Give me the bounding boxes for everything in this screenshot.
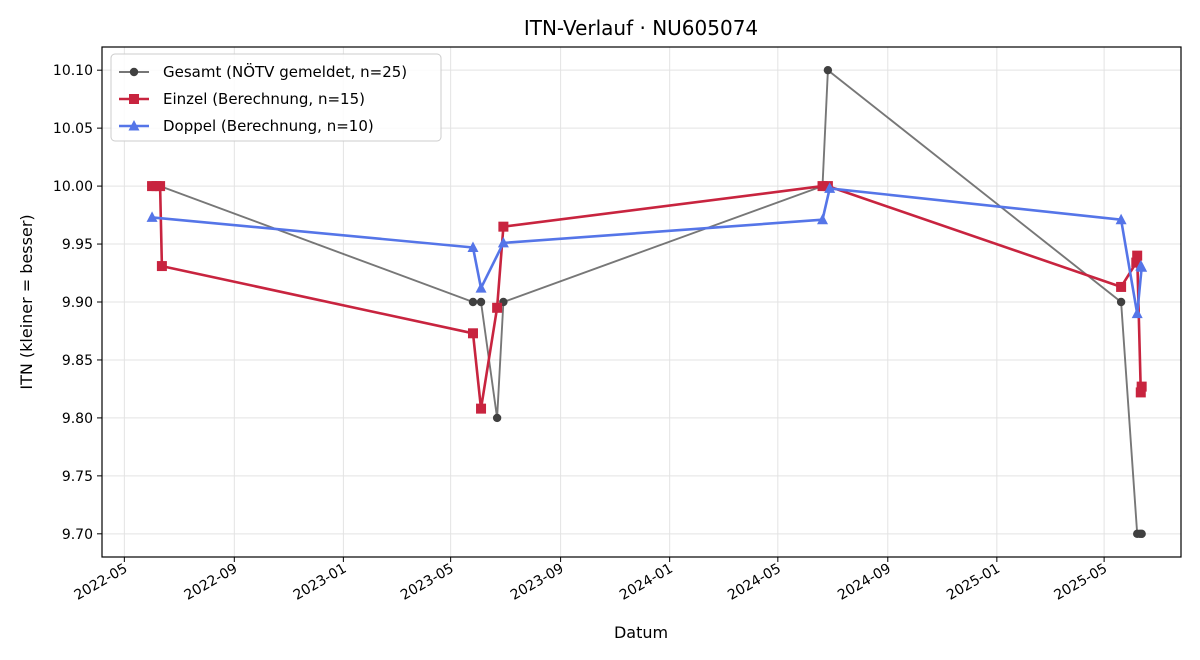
data-point — [823, 65, 833, 75]
data-point — [1116, 297, 1126, 307]
x-tick-label: 2024-01 — [617, 561, 676, 604]
data-point — [155, 181, 166, 192]
data-point — [1131, 257, 1142, 268]
data-point — [1116, 281, 1127, 292]
data-point — [476, 403, 487, 414]
data-point — [467, 328, 478, 339]
data-point — [492, 302, 503, 313]
legend-entry: Doppel (Berechnung, n=10) — [119, 117, 374, 135]
y-tick-label: 10.00 — [53, 179, 93, 195]
legend-box — [110, 53, 442, 142]
y-tick-label: 9.85 — [62, 353, 93, 369]
x-axis-label: Datum — [614, 623, 668, 642]
legend-entry: Gesamt (NÖTV gemeldet, n=25) — [119, 62, 407, 81]
data-point — [1136, 381, 1147, 392]
y-tick-label: 10.10 — [53, 63, 93, 79]
series-line — [151, 187, 1143, 315]
y-tick-label: 9.75 — [62, 469, 93, 485]
data-point — [467, 241, 479, 253]
legend-label: Doppel (Berechnung, n=10) — [163, 117, 374, 135]
legend-marker — [129, 94, 139, 104]
legend-label: Gesamt (NÖTV gemeldet, n=25) — [163, 62, 407, 81]
data-point — [476, 297, 486, 307]
series-2 — [146, 182, 1148, 319]
data-point — [1135, 387, 1146, 398]
chart-title: ITN-Verlauf · NU605074 — [524, 16, 758, 40]
legend-marker — [129, 67, 139, 77]
data-point — [824, 182, 836, 193]
x-tick-label: 2024-09 — [835, 561, 894, 604]
x-tick-label: 2025-01 — [944, 561, 1003, 604]
data-point — [1131, 307, 1143, 319]
series-line — [152, 184, 1143, 410]
x-tick-label: 2022-09 — [182, 561, 241, 604]
data-point — [468, 297, 478, 307]
x-tick-label: 2023-01 — [291, 561, 350, 604]
data-point — [156, 261, 167, 272]
legend-entry: Einzel (Berechnung, n=15) — [119, 90, 365, 108]
legend-label: Einzel (Berechnung, n=15) — [163, 90, 365, 108]
data-point — [817, 181, 828, 192]
data-point — [146, 211, 158, 222]
legend-marker — [128, 120, 140, 131]
data-point — [475, 282, 487, 293]
y-axis-label: ITN (kleiner = besser) — [17, 214, 36, 389]
data-point — [817, 213, 829, 225]
data-point — [1135, 260, 1147, 271]
x-tick-label: 2024-05 — [725, 561, 784, 604]
y-tick-label: 9.80 — [62, 411, 93, 427]
series-layer — [146, 65, 1148, 539]
data-point — [1115, 213, 1127, 225]
data-point — [498, 221, 509, 232]
y-tick-label: 9.95 — [62, 237, 93, 253]
x-tick-label: 2025-05 — [1051, 561, 1110, 604]
y-tick-label: 9.70 — [62, 527, 93, 543]
y-tick-label: 9.90 — [62, 295, 93, 311]
x-tick-label: 2023-05 — [398, 561, 457, 604]
data-point — [1137, 529, 1146, 539]
axes: 9.70 9.75 9.80 9.85 9.90 9.95 10.00 10.05 10.10 2… — [53, 63, 1110, 604]
x-tick-label: 2022-05 — [72, 561, 131, 604]
x-tick-label: 2023-09 — [508, 561, 567, 604]
data-point — [492, 413, 502, 423]
y-tick-label: 10.05 — [53, 121, 93, 137]
data-point — [497, 236, 509, 248]
legend: Gesamt (NÖTV gemeldet, n=25) Einzel (Bere… — [110, 53, 442, 142]
data-point — [1132, 250, 1143, 261]
